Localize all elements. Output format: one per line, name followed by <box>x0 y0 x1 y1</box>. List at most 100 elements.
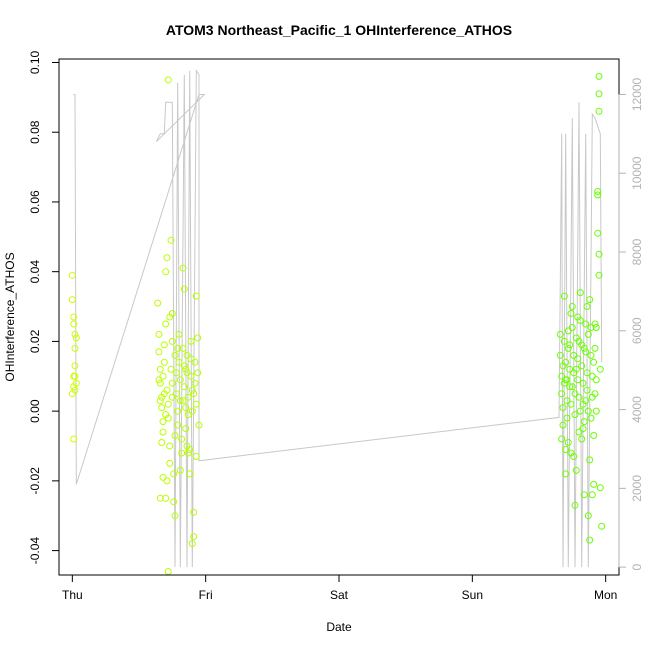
data-point <box>594 229 602 237</box>
data-point <box>174 344 182 352</box>
data-point <box>566 383 574 391</box>
data-point <box>159 372 167 380</box>
data-point <box>162 411 170 419</box>
x-axis-label: Date <box>326 620 352 634</box>
data-point <box>159 418 167 426</box>
data-point <box>180 285 188 293</box>
data-point <box>582 320 590 328</box>
data-point <box>70 435 78 443</box>
data-point <box>584 512 592 520</box>
data-point <box>192 453 200 460</box>
data-point <box>558 372 566 380</box>
data-point <box>178 449 186 457</box>
data-point <box>70 383 78 391</box>
y-tick-label: 0.06 <box>28 190 42 214</box>
data-point <box>588 372 596 380</box>
data-point <box>579 425 587 433</box>
data-point <box>571 390 579 398</box>
data-point <box>71 386 79 394</box>
y2-tick-label: 2000 <box>630 475 644 502</box>
data-point <box>594 191 602 199</box>
data-point <box>568 303 576 310</box>
data-point <box>172 390 180 398</box>
data-point <box>596 484 604 492</box>
data-point <box>572 365 580 373</box>
data-point <box>587 414 595 422</box>
data-point <box>167 236 175 244</box>
data-point <box>191 358 199 366</box>
x-axis: Thu Fri Sat Sun Mon <box>62 574 617 602</box>
plot-frame <box>58 58 620 576</box>
data-point <box>580 344 588 352</box>
data-point <box>156 397 164 405</box>
data-point <box>154 299 162 307</box>
data-point <box>594 188 602 195</box>
data-point <box>71 362 79 370</box>
data-point <box>184 393 192 401</box>
data-point <box>562 446 570 453</box>
y2-axis: 0 2000 4000 6000 8000 10000 12000 <box>618 77 644 570</box>
data-point <box>592 407 600 415</box>
data-point <box>568 383 576 391</box>
data-point <box>568 324 576 331</box>
data-point <box>591 390 599 398</box>
data-point <box>179 397 187 405</box>
data-point <box>156 494 164 502</box>
data-point <box>182 425 190 433</box>
data-point <box>68 296 76 304</box>
data-point <box>162 494 170 502</box>
y-tick-label: 0.02 <box>28 329 42 353</box>
data-point <box>595 72 603 80</box>
data-point <box>158 439 166 446</box>
x-tick-label: Sun <box>462 588 483 602</box>
data-point <box>570 453 578 460</box>
data-point <box>584 330 592 338</box>
data-point <box>596 365 604 373</box>
y-tick-label: 0.10 <box>28 50 42 74</box>
data-point <box>595 271 603 279</box>
data-point <box>575 393 583 401</box>
data-point <box>556 351 564 359</box>
data-point <box>155 348 163 356</box>
data-point <box>188 386 196 394</box>
data-point <box>70 372 78 380</box>
data-point <box>576 407 584 415</box>
data-point <box>595 107 603 115</box>
data-point <box>571 501 579 509</box>
data-point <box>583 369 591 377</box>
data-point <box>164 76 172 84</box>
data-point <box>164 568 172 575</box>
data-point <box>160 358 168 366</box>
data-point <box>586 296 594 304</box>
y2-tick-label: 12000 <box>630 77 644 111</box>
data-point <box>580 418 588 426</box>
data-point <box>583 386 591 394</box>
data-point <box>176 466 184 474</box>
data-point <box>187 337 195 345</box>
data-point <box>170 470 178 478</box>
data-point <box>160 390 168 398</box>
y-tick-label: 0.08 <box>28 120 42 144</box>
data-point <box>180 362 188 370</box>
y-axis: -0.04 -0.02 0.00 0.02 0.04 0.06 0.08 0.10 <box>28 50 60 564</box>
data-point <box>194 334 202 342</box>
data-point <box>159 428 167 436</box>
data-point <box>68 271 76 279</box>
data-point <box>163 254 171 262</box>
data-point <box>194 369 202 377</box>
y2-tick-label: 4000 <box>630 396 644 423</box>
data-point <box>556 330 564 338</box>
data-point <box>184 411 192 419</box>
data-point <box>567 310 575 317</box>
data-point <box>156 365 164 373</box>
data-point <box>188 540 196 548</box>
data-point <box>179 344 187 352</box>
y2-tick-label: 10000 <box>630 156 644 190</box>
x-tick-label: Sat <box>330 588 349 602</box>
data-point <box>168 379 176 387</box>
data-point <box>176 376 184 384</box>
data-point <box>175 330 183 338</box>
data-point <box>167 365 175 373</box>
data-point <box>70 320 78 328</box>
